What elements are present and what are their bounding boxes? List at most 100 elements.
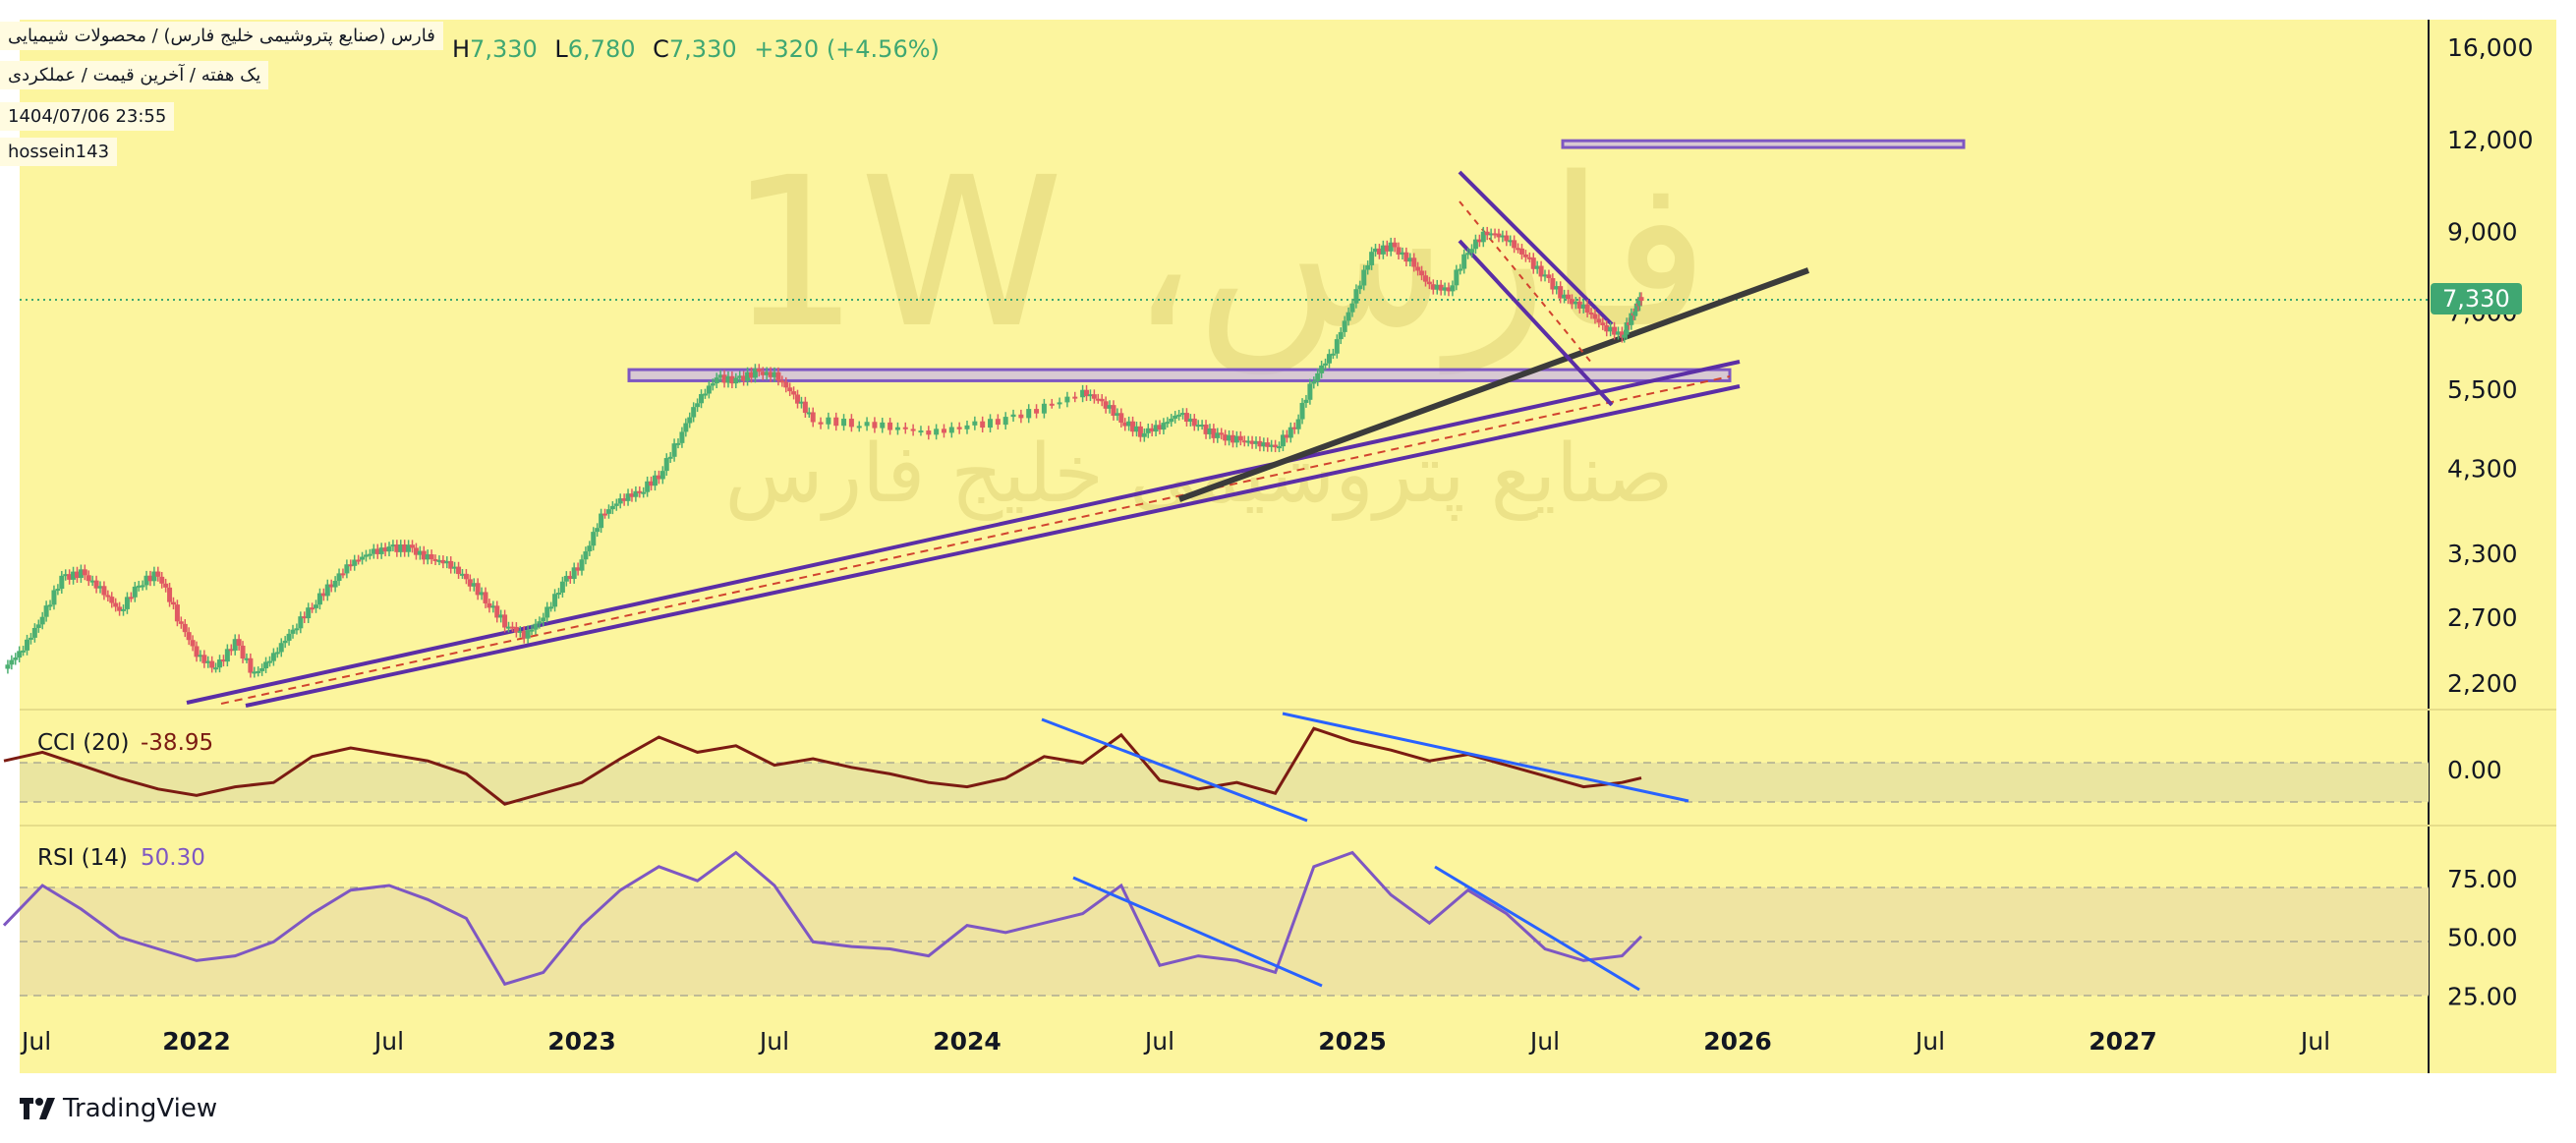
candle-down (463, 573, 469, 580)
candle-down (167, 587, 173, 602)
candle-up (856, 426, 862, 429)
candle-up (256, 670, 261, 673)
x-tick-label: 2025 (1318, 1027, 1387, 1056)
candle-up (710, 383, 716, 386)
candle-up (1330, 353, 1336, 356)
candle-up (63, 574, 69, 577)
candle-up (425, 553, 430, 560)
candle-up (43, 605, 49, 617)
candle-up (625, 493, 631, 501)
candle-down (1099, 398, 1105, 402)
candle-up (1207, 428, 1213, 434)
cci-title: CCI (20) (37, 730, 129, 756)
candle-up (367, 553, 372, 556)
candle-down (1241, 440, 1247, 443)
candle-down (567, 575, 573, 580)
candle-down (174, 604, 180, 622)
candle-down (1512, 240, 1517, 249)
candle-down (170, 601, 176, 605)
candle-down (1584, 304, 1590, 314)
candle-down (656, 475, 661, 480)
candle-down (67, 574, 73, 580)
candle-down (1018, 414, 1024, 419)
candle-up (641, 491, 647, 494)
candle-down (1137, 426, 1143, 437)
candle-up (1573, 301, 1578, 305)
candle-up (31, 627, 37, 638)
candle-down (941, 429, 946, 433)
candle-up (617, 498, 623, 504)
timeframe-subtitle: یک هفته / آخرین قیمت / عملکردی (0, 61, 269, 89)
y-tick-label: 3,300 (2447, 540, 2518, 568)
candle-up (894, 427, 900, 430)
candle-down (182, 623, 188, 633)
tradingview-brand[interactable]: TradingView (20, 1089, 217, 1128)
cci-value: -38.95 (141, 730, 213, 756)
candle-down (1538, 265, 1544, 277)
candle-up (9, 659, 15, 665)
candle-up (378, 547, 384, 554)
candle-up (764, 371, 770, 375)
candle-up (1115, 413, 1120, 416)
candle-up (918, 430, 924, 433)
candle-down (1130, 421, 1136, 432)
candle-up (1488, 233, 1494, 236)
candle-up (1080, 389, 1086, 398)
candle-up (217, 659, 223, 668)
candle-down (155, 571, 161, 577)
candle-up (1269, 444, 1275, 447)
channel-mid-line (220, 375, 1731, 705)
candle-up (645, 481, 651, 492)
candle-up (151, 571, 157, 582)
candle-up (1233, 435, 1239, 443)
y-tick-label: 2,200 (2447, 669, 2518, 698)
candle-down (1419, 270, 1425, 276)
candle-down (448, 560, 454, 569)
candle-up (1245, 440, 1251, 443)
y-tick-label: 16,000 (2447, 33, 2533, 62)
candle-down (1257, 440, 1263, 447)
candle-down (1446, 287, 1452, 292)
candle-up (89, 580, 95, 583)
candle-up (1461, 254, 1467, 269)
candle-up (733, 377, 739, 384)
candle-up (244, 657, 250, 660)
candle-down (887, 422, 893, 430)
candle-down (872, 422, 878, 429)
x-tick-label: 2023 (547, 1027, 616, 1056)
candle-up (55, 589, 61, 592)
candle-up (1326, 354, 1332, 364)
candle-down (186, 632, 192, 641)
candle-down (1438, 284, 1444, 291)
candle-up (1434, 284, 1440, 290)
candle-up (479, 592, 485, 596)
candle-down (302, 616, 308, 619)
candle-down (848, 419, 854, 428)
candle-down (810, 412, 816, 423)
candle-up (25, 639, 30, 651)
candle-up (1365, 264, 1371, 270)
candle-down (1392, 242, 1398, 248)
candle-up (506, 626, 512, 629)
candle-down (101, 586, 107, 596)
candle-up (1338, 331, 1344, 340)
candle-up (1629, 313, 1634, 325)
candle-down (521, 630, 527, 639)
candle-up (671, 443, 677, 457)
candle-down (467, 579, 473, 587)
candle-up (841, 419, 847, 427)
candle-down (1426, 281, 1432, 285)
candle-down (382, 547, 388, 552)
y-tick-label: 12,000 (2447, 126, 2533, 154)
candle-up (1165, 422, 1171, 425)
candle-up (806, 412, 812, 415)
candle-up (1176, 414, 1182, 417)
candle-down (649, 481, 655, 486)
candle-up (252, 671, 258, 674)
candle-up (1010, 414, 1016, 418)
candle-up (1299, 402, 1305, 420)
candle-up (78, 569, 84, 579)
candle-down (1384, 245, 1390, 252)
candle-down (1496, 233, 1502, 238)
